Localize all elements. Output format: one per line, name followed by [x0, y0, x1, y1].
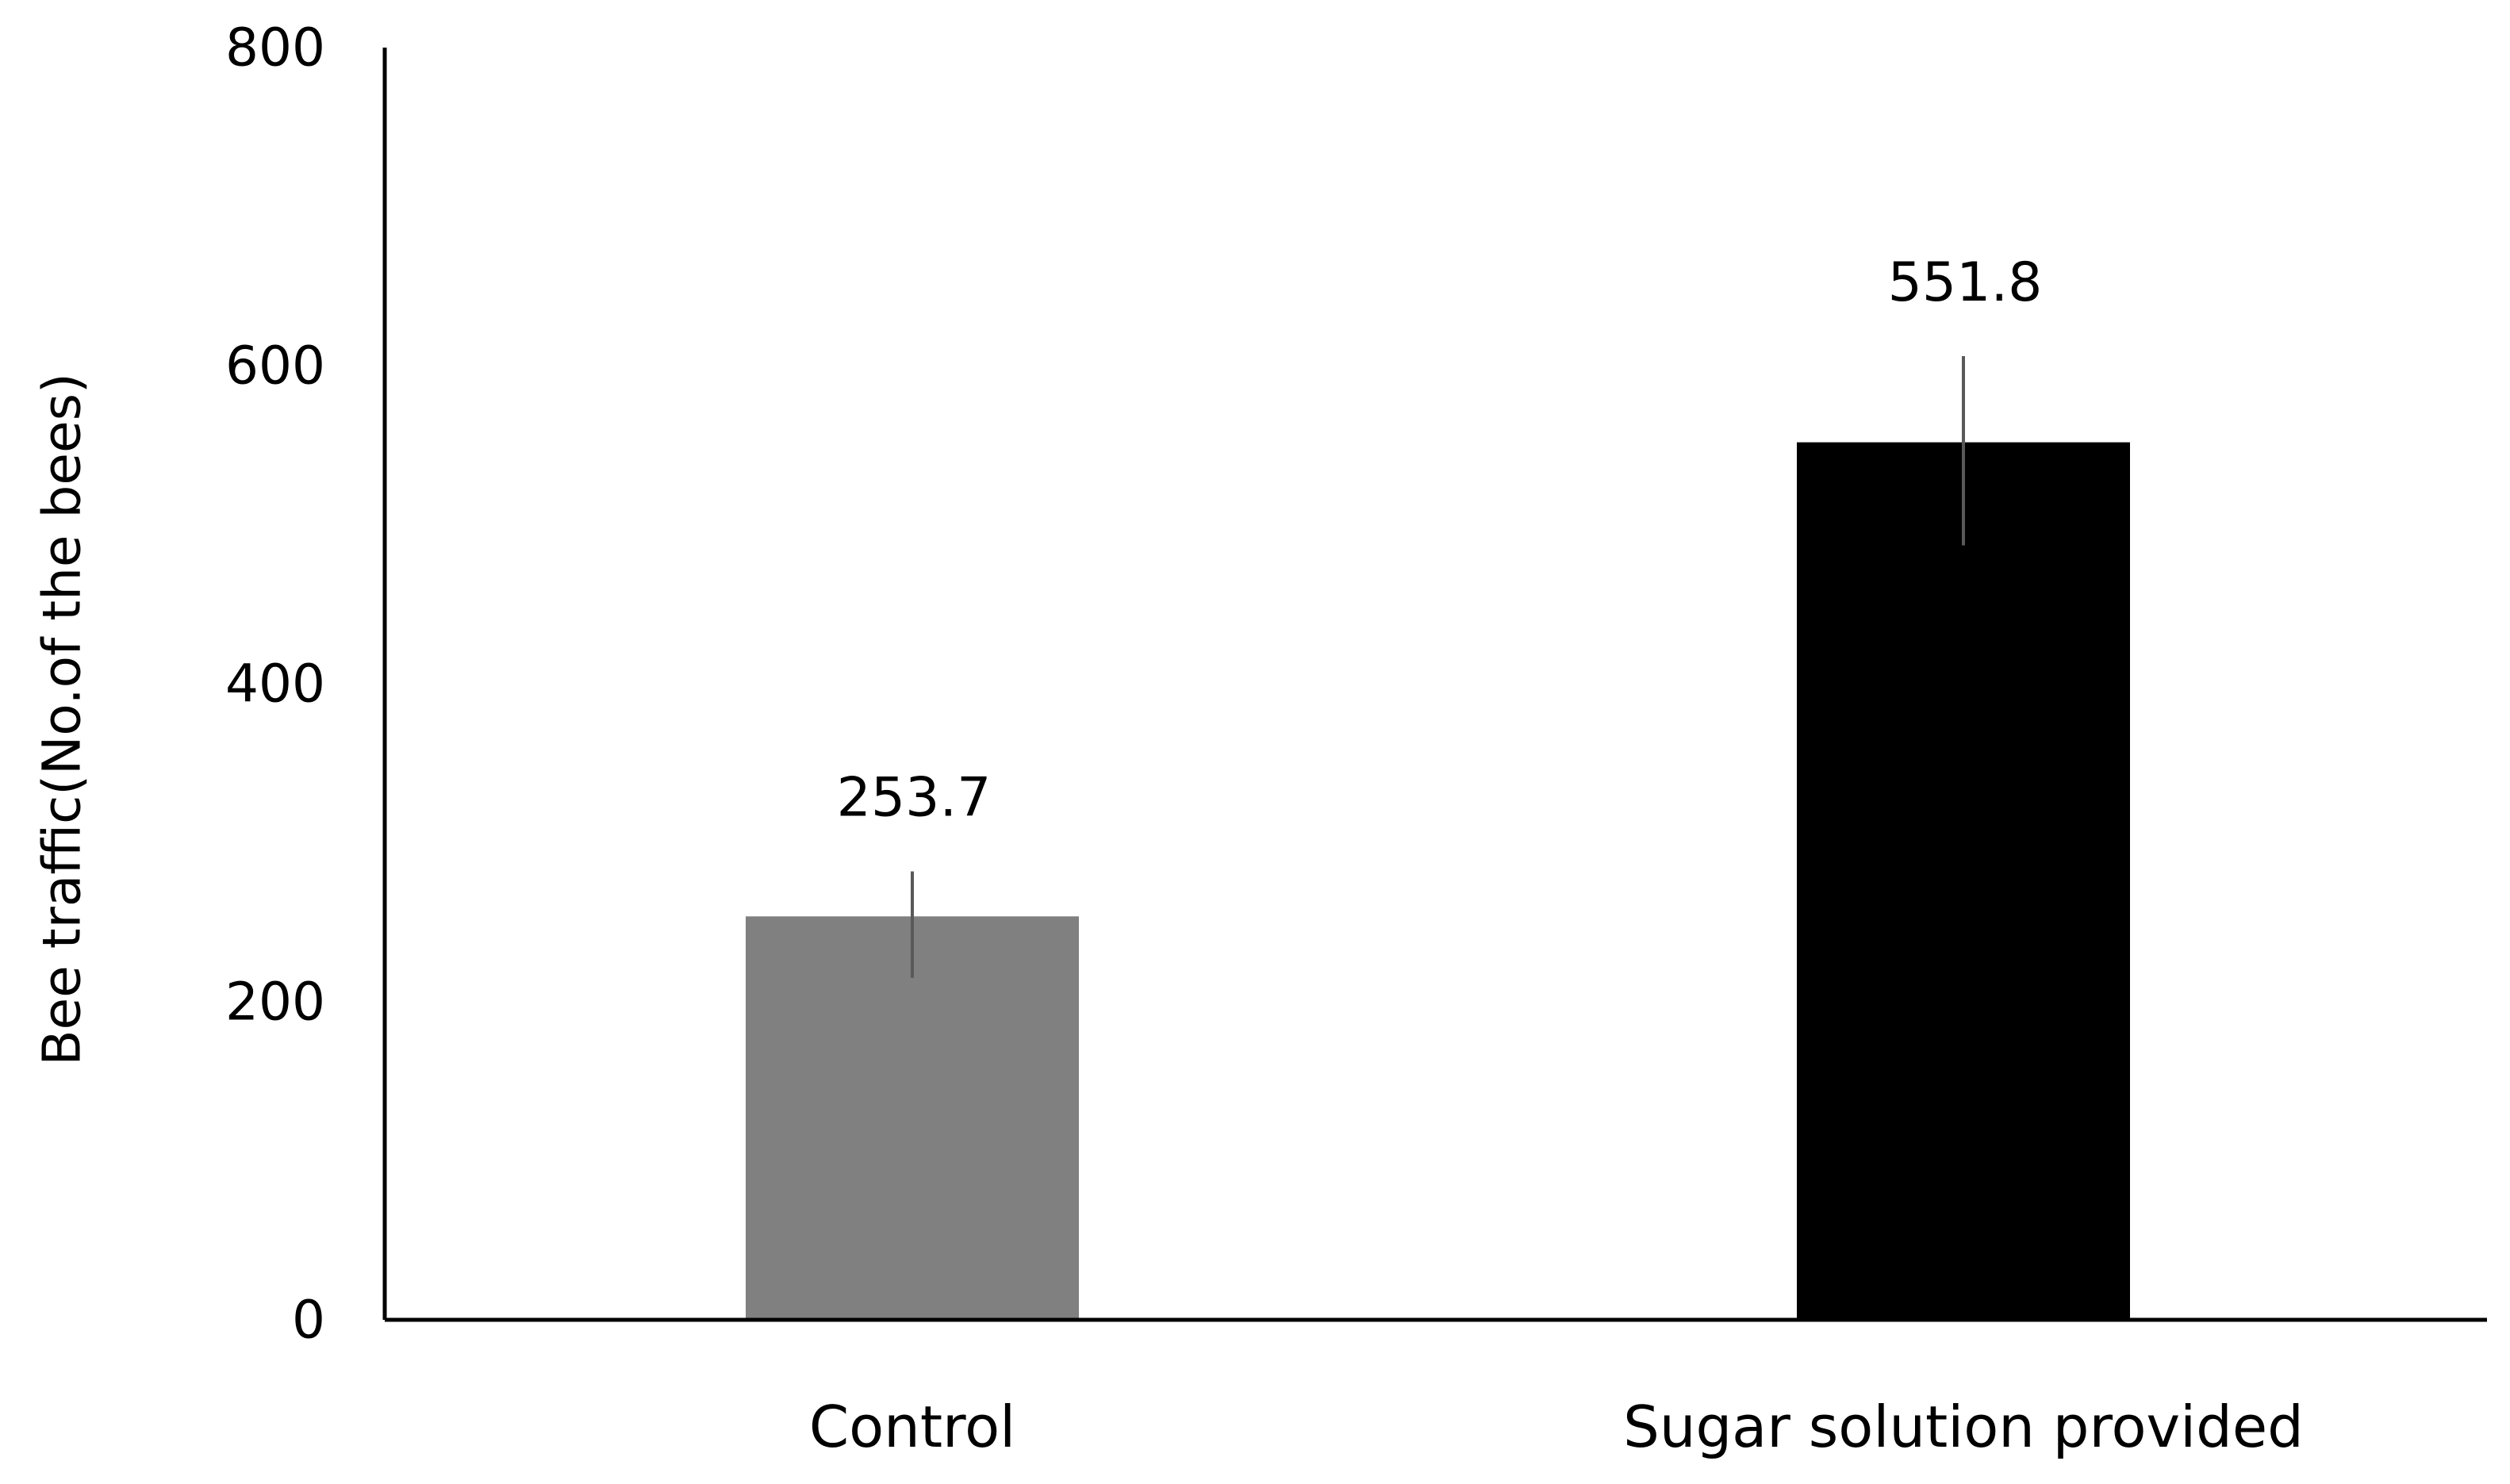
y-tick-label: 0	[292, 1290, 325, 1351]
y-axis-ticks: 0 200 400 600 800	[225, 17, 325, 1351]
data-label: 253.7	[837, 767, 992, 830]
y-tick-label: 400	[225, 654, 325, 715]
bars	[746, 442, 2130, 1320]
bar	[746, 916, 1079, 1320]
y-axis-title-group: Bee traffic(No.of the bees)	[32, 373, 93, 1065]
error-bars	[911, 355, 1965, 978]
data-labels: 253.7 551.8	[837, 251, 2043, 830]
category-label: Sugar solution provided	[1623, 1394, 2304, 1460]
y-tick-label: 600	[225, 336, 325, 397]
bar	[1797, 442, 2130, 1320]
y-tick-label: 800	[225, 17, 325, 79]
data-label: 551.8	[1888, 251, 2043, 314]
x-axis-categories: Control Sugar solution provided	[809, 1394, 2304, 1460]
category-label: Control	[809, 1394, 1015, 1460]
y-tick-label: 200	[225, 972, 325, 1033]
y-axis-title: Bee traffic(No.of the bees)	[32, 373, 93, 1065]
